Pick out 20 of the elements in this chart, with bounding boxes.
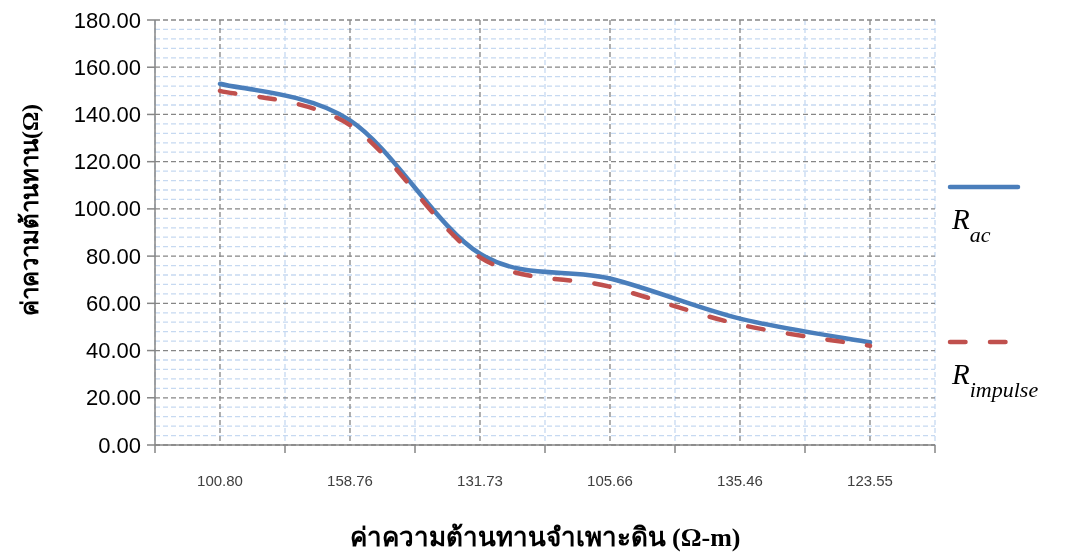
- y-tick-label: 80.00: [85, 243, 141, 269]
- x-axis-title: ค่าความต้านทานจำเพาะดิน (Ω-m): [349, 522, 741, 552]
- x-tick-label: 123.55: [847, 471, 893, 489]
- x-tick-label: 131.73: [457, 471, 503, 489]
- y-tick-label: 160.00: [73, 54, 141, 80]
- x-tick-label: 105.66: [587, 471, 633, 489]
- legend-label: R$_{impulse}$: [951, 358, 1039, 402]
- x-tick-label: 135.46: [717, 471, 763, 489]
- y-tick-label: 40.00: [85, 338, 141, 364]
- y-tick-label: 100.00: [73, 196, 141, 222]
- y-tick-label: 0.00: [98, 432, 141, 458]
- y-tick-label: 60.00: [85, 290, 141, 316]
- x-tick-label: 100.80: [197, 471, 243, 489]
- y-tick-label: 180.00: [73, 7, 141, 33]
- y-tick-label: 120.00: [73, 149, 141, 175]
- y-axis-title: ค่าความต้านทาน(Ω): [17, 103, 43, 317]
- legend-label: R$_{ac}$: [951, 203, 991, 247]
- x-tick-label: 158.76: [327, 471, 373, 489]
- y-tick-label: 140.00: [73, 101, 141, 127]
- y-tick-label: 20.00: [85, 385, 141, 411]
